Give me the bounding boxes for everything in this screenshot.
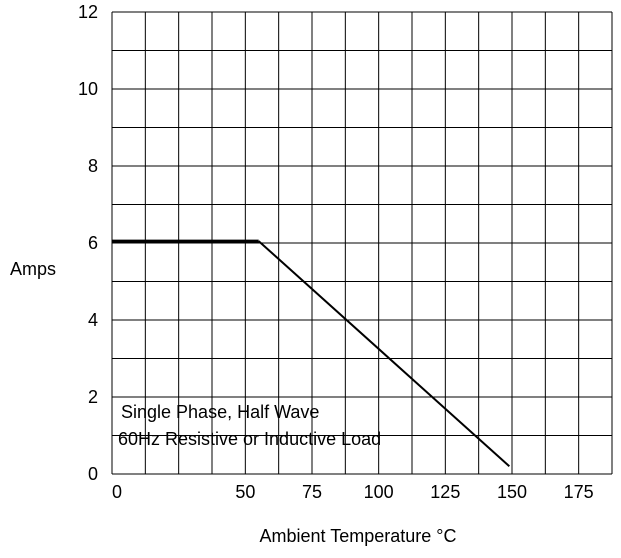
x-tick-label: 0	[112, 482, 122, 502]
y-tick-label: 4	[88, 310, 98, 330]
x-tick-label: 75	[302, 482, 322, 502]
x-tick-label: 175	[564, 482, 594, 502]
series-layer	[112, 239, 511, 468]
x-tick-label: 100	[364, 482, 394, 502]
x-tick-label: 150	[497, 482, 527, 502]
y-tick-label: 10	[78, 79, 98, 99]
y-tick-label: 2	[88, 387, 98, 407]
y-axis-label: Amps	[10, 259, 56, 279]
grid	[111, 11, 613, 475]
annotation-line-2: 60Hz Resistive or Inductive Load	[118, 429, 381, 449]
x-tick-label: 50	[235, 482, 255, 502]
x-tick-label: 125	[430, 482, 460, 502]
tick-labels: 0 2 4 6 8 10 12 0 50 75 100 125 150 175	[78, 2, 594, 502]
y-tick-label: 12	[78, 2, 98, 22]
x-axis-label: Ambient Temperature °C	[260, 526, 457, 546]
series-0-segment-1	[257, 240, 511, 468]
y-tick-label: 8	[88, 156, 98, 176]
annotation-line-1: Single Phase, Half Wave	[121, 402, 319, 422]
y-tick-label: 0	[88, 464, 98, 484]
y-tick-label: 6	[88, 233, 98, 253]
